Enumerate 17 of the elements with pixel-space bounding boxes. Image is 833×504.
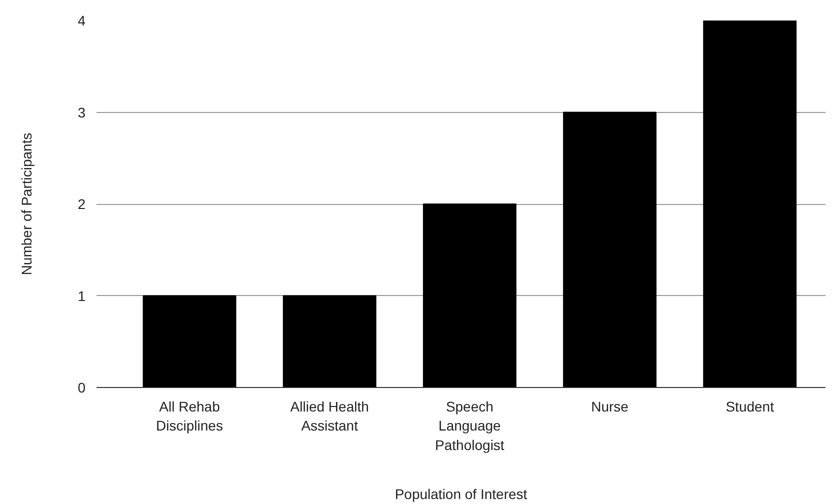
y-tick-label: 2 <box>78 196 86 212</box>
x-axis-title: Population of Interest <box>394 486 528 502</box>
bar <box>563 112 656 388</box>
x-tick-label: All Rehab Disciplines <box>156 398 223 434</box>
y-tick-label: 4 <box>78 12 86 28</box>
x-tick-label: Speech Language Pathologist <box>435 398 504 453</box>
y-tick-label: 1 <box>78 288 86 304</box>
y-tick-label: 0 <box>78 380 86 396</box>
y-axis-title: Number of Participants <box>18 132 35 276</box>
bar <box>703 20 797 388</box>
bar <box>282 295 376 388</box>
y-tick-label: 3 <box>78 104 86 120</box>
x-tick-label: Nurse <box>591 398 629 414</box>
bar <box>422 204 516 388</box>
x-tick-label: Allied Health Assistant <box>290 398 369 434</box>
x-tick-label: Student <box>726 398 774 414</box>
bar <box>142 295 236 388</box>
